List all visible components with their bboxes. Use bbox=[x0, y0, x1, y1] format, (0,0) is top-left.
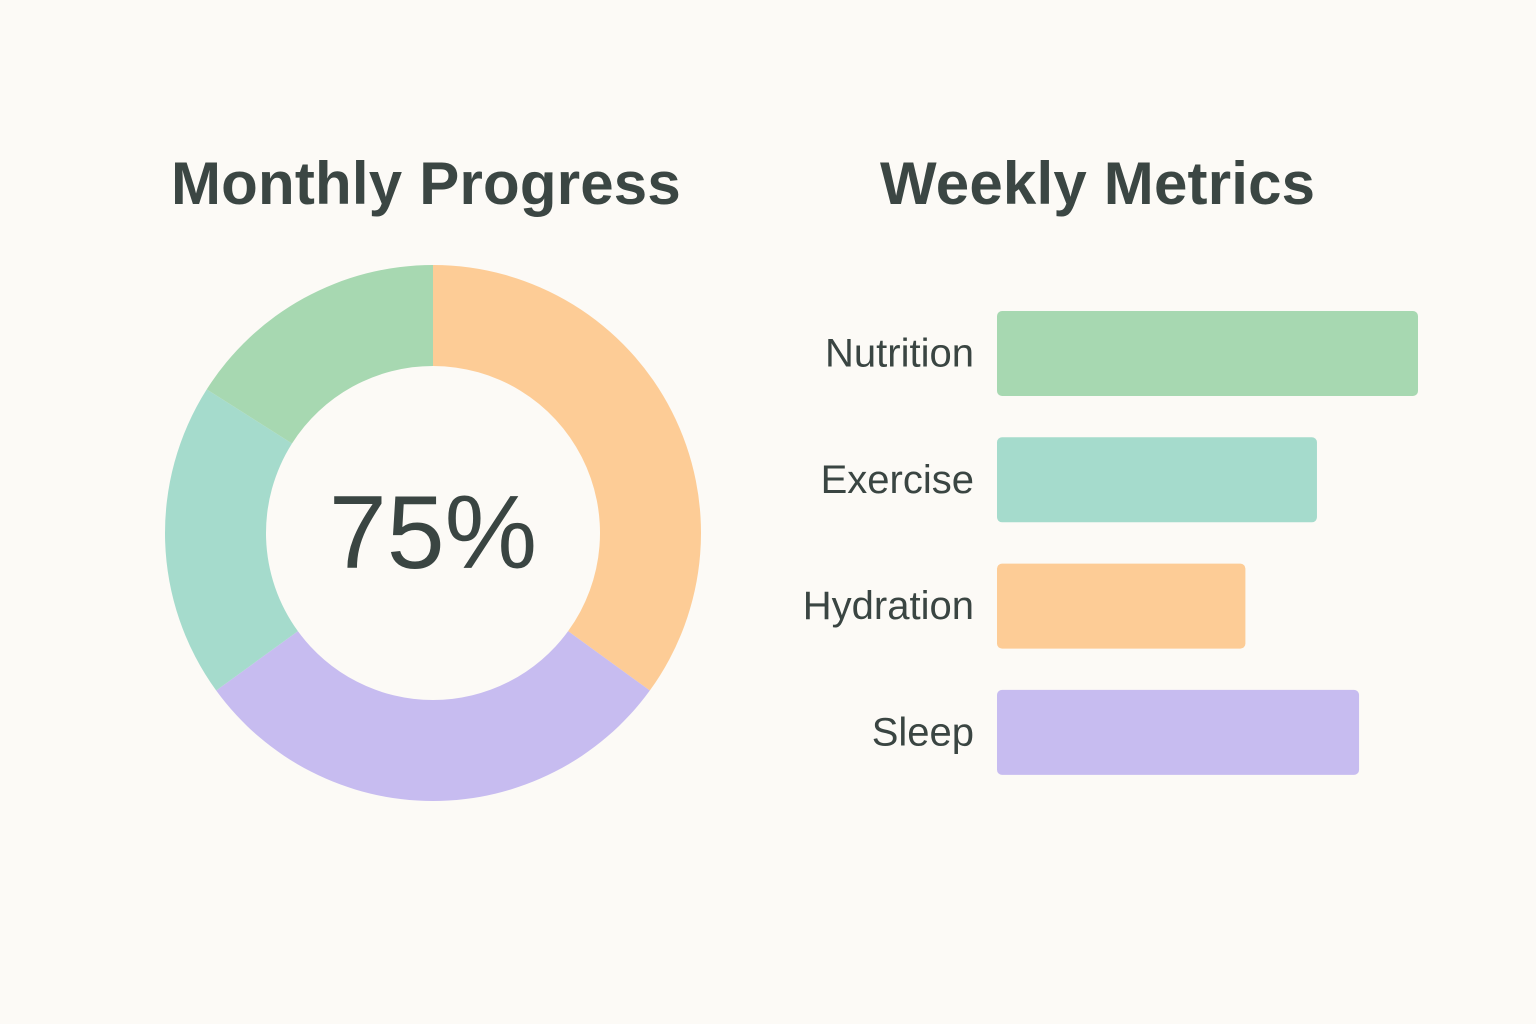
donut-center-value: 75% bbox=[329, 475, 537, 591]
monthly-progress-title: Monthly Progress bbox=[171, 150, 681, 217]
bar-exercise bbox=[997, 437, 1317, 523]
monthly-progress-donut bbox=[165, 265, 701, 801]
bar-label-hydration: Hydration bbox=[803, 584, 974, 628]
donut-slice-2 bbox=[216, 631, 650, 801]
donut-slice-3 bbox=[165, 389, 298, 691]
bar-label-nutrition: Nutrition bbox=[825, 332, 974, 376]
weekly-metrics-title: Weekly Metrics bbox=[880, 150, 1316, 217]
bar-label-exercise: Exercise bbox=[821, 458, 974, 502]
bar-nutrition bbox=[997, 311, 1418, 396]
weekly-metrics-bars: Nutrition Exercise Hydration Sleep bbox=[803, 311, 1418, 775]
donut-slice-1 bbox=[433, 265, 701, 691]
bar-sleep bbox=[997, 689, 1360, 775]
bar-hydration bbox=[997, 563, 1246, 649]
bar-label-sleep: Sleep bbox=[872, 710, 974, 754]
donut-slice-4 bbox=[206, 265, 433, 444]
